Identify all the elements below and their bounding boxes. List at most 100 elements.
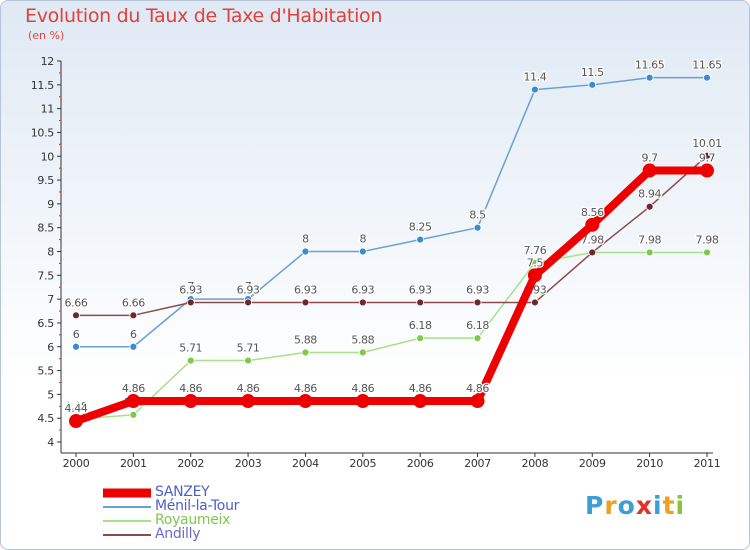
logo-letter: x xyxy=(635,491,653,520)
data-label-m-nil-la-tour: 11.65 xyxy=(635,59,665,72)
data-point-andilly xyxy=(416,298,425,307)
x-tick-label: 2003 xyxy=(235,457,262,470)
data-point-m-nil-la-tour xyxy=(72,342,80,351)
data-label-sanzey: 8.56 xyxy=(581,206,604,219)
y-tick-label: 9 xyxy=(47,198,54,211)
logo-letter: P xyxy=(585,491,605,520)
data-label-sanzey: 7.5 xyxy=(527,256,544,269)
y-tick-label: 10 xyxy=(41,150,55,163)
data-point-andilly xyxy=(588,248,597,257)
x-tick-label: 2009 xyxy=(579,457,606,470)
data-label-royaumeix: 6.18 xyxy=(409,319,432,332)
data-point-andilly xyxy=(129,311,138,320)
data-label-m-nil-la-tour: 8 xyxy=(302,233,309,246)
data-label-sanzey: 4.86 xyxy=(409,382,432,395)
data-point-m-nil-la-tour xyxy=(531,85,539,94)
data-point-m-nil-la-tour xyxy=(473,223,482,232)
y-tick-label: 7.5 xyxy=(37,269,54,282)
data-point-sanzey xyxy=(241,394,256,409)
x-tick-label: 2004 xyxy=(292,457,319,470)
data-point-andilly xyxy=(186,298,195,307)
series-line-andilly xyxy=(75,155,708,317)
data-label-andilly: 6.66 xyxy=(65,296,88,309)
y-tick-label: 11 xyxy=(41,103,54,116)
data-label-m-nil-la-tour: 11.5 xyxy=(581,66,604,79)
data-label-andilly: 6.66 xyxy=(122,296,145,309)
data-label-sanzey: 4.86 xyxy=(294,382,317,395)
data-point-sanzey xyxy=(642,163,657,178)
data-label-royaumeix: 7.98 xyxy=(696,233,719,246)
legend-swatch xyxy=(103,534,151,536)
chart-unit: (en %) xyxy=(28,29,65,42)
data-point-andilly xyxy=(244,298,252,307)
data-label-m-nil-la-tour: 6 xyxy=(130,328,137,341)
data-label-andilly: 6.93 xyxy=(351,283,374,296)
data-label-m-nil-la-tour: 8.25 xyxy=(409,221,432,234)
data-point-andilly xyxy=(645,202,654,211)
y-tick-label: 4.5 xyxy=(37,412,54,425)
series-line-royaumeix xyxy=(75,251,708,420)
logo-letter: t xyxy=(662,491,676,520)
y-tick-label: 9.5 xyxy=(37,174,54,187)
x-tick-label: 2008 xyxy=(522,457,549,470)
y-tick-label: 11.5 xyxy=(31,79,55,92)
y-tick-label: 6.5 xyxy=(37,317,54,330)
data-point-royaumeix xyxy=(531,259,539,267)
data-label-royaumeix: 6.18 xyxy=(466,319,489,332)
x-tick-label: 2001 xyxy=(120,457,147,470)
legend-label: Royaumeix xyxy=(155,512,231,528)
data-point-m-nil-la-tour xyxy=(416,235,425,244)
data-point-m-nil-la-tour xyxy=(129,342,138,351)
legend-swatch xyxy=(103,520,151,522)
data-label-andilly: 7.98 xyxy=(581,233,604,246)
data-point-m-nil-la-tour xyxy=(645,73,654,82)
y-tick-label: 12 xyxy=(41,55,54,68)
x-tick-label: 2002 xyxy=(177,457,204,470)
proxiti-logo: Proxiti xyxy=(585,491,685,520)
data-label-sanzey: 4.44 xyxy=(65,402,88,415)
x-tick-label: 2005 xyxy=(349,457,376,470)
data-label-andilly: 6.93 xyxy=(466,283,489,296)
data-point-royaumeix xyxy=(358,348,367,357)
data-point-sanzey xyxy=(585,217,600,232)
data-point-m-nil-la-tour xyxy=(301,247,310,256)
data-point-sanzey xyxy=(69,414,83,429)
data-label-royaumeix: 5.88 xyxy=(294,333,317,346)
data-label-royaumeix: 4.48 xyxy=(65,400,88,413)
x-tick-label: 2000 xyxy=(63,457,90,470)
data-point-royaumeix xyxy=(244,356,252,365)
chart-title: Evolution du Taux de Taxe d'Habitation xyxy=(25,5,383,27)
data-point-royaumeix xyxy=(703,248,711,257)
data-point-sanzey xyxy=(298,394,313,409)
data-label-m-nil-la-tour: 7 xyxy=(187,280,194,293)
data-label-sanzey: 9.7 xyxy=(699,152,716,165)
data-label-sanzey: 4.86 xyxy=(179,382,202,395)
y-tick-label: 6 xyxy=(47,341,54,354)
data-point-andilly xyxy=(473,298,482,307)
logo-letter: i xyxy=(675,491,686,520)
data-point-sanzey xyxy=(355,394,370,409)
legend-label: Ménil-la-Tour xyxy=(155,498,240,514)
data-label-m-nil-la-tour: 11.65 xyxy=(692,59,722,72)
data-label-andilly: 6.93 xyxy=(294,283,317,296)
data-label-royaumeix: 7.98 xyxy=(581,233,604,246)
data-label-royaumeix: 5.88 xyxy=(351,333,374,346)
data-label-royaumeix: 7.76 xyxy=(523,244,546,257)
data-point-andilly xyxy=(358,298,367,307)
y-tick-label: 8 xyxy=(47,246,54,259)
data-point-m-nil-la-tour xyxy=(703,73,711,82)
data-label-royaumeix: 5.71 xyxy=(179,342,202,355)
data-point-royaumeix xyxy=(416,334,425,343)
y-tick-label: 5 xyxy=(47,388,54,401)
data-point-sanzey xyxy=(527,268,542,283)
data-point-sanzey xyxy=(470,394,485,409)
data-point-sanzey xyxy=(413,394,428,409)
y-tick-label: 7 xyxy=(47,293,54,306)
y-tick-label: 10.5 xyxy=(31,126,55,139)
data-label-sanzey: 9.7 xyxy=(641,152,658,165)
logo-letter: r xyxy=(604,491,618,520)
data-label-andilly: 6.93 xyxy=(409,283,432,296)
data-point-royaumeix xyxy=(129,410,138,419)
